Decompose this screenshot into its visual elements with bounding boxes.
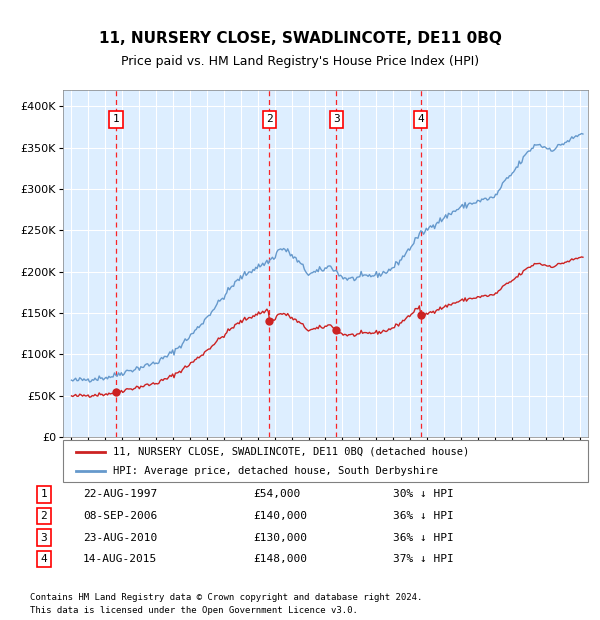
Text: 11, NURSERY CLOSE, SWADLINCOTE, DE11 0BQ (detached house): 11, NURSERY CLOSE, SWADLINCOTE, DE11 0BQ… (113, 446, 469, 456)
Text: 1: 1 (113, 115, 119, 125)
Text: £148,000: £148,000 (253, 554, 307, 564)
Text: 36% ↓ HPI: 36% ↓ HPI (392, 511, 454, 521)
Text: 3: 3 (333, 115, 340, 125)
Text: 3: 3 (41, 533, 47, 542)
Text: Price paid vs. HM Land Registry's House Price Index (HPI): Price paid vs. HM Land Registry's House … (121, 56, 479, 68)
FancyBboxPatch shape (63, 440, 588, 482)
Text: This data is licensed under the Open Government Licence v3.0.: This data is licensed under the Open Gov… (30, 606, 358, 614)
Text: 37% ↓ HPI: 37% ↓ HPI (392, 554, 454, 564)
Text: £140,000: £140,000 (253, 511, 307, 521)
Text: 11, NURSERY CLOSE, SWADLINCOTE, DE11 0BQ: 11, NURSERY CLOSE, SWADLINCOTE, DE11 0BQ (98, 31, 502, 46)
Text: 2: 2 (266, 115, 273, 125)
Text: £54,000: £54,000 (253, 489, 301, 499)
Text: Contains HM Land Registry data © Crown copyright and database right 2024.: Contains HM Land Registry data © Crown c… (30, 593, 422, 602)
Text: 1: 1 (41, 489, 47, 499)
Text: 23-AUG-2010: 23-AUG-2010 (83, 533, 157, 542)
Text: 14-AUG-2015: 14-AUG-2015 (83, 554, 157, 564)
Text: 2: 2 (41, 511, 47, 521)
Text: 30% ↓ HPI: 30% ↓ HPI (392, 489, 454, 499)
Text: 22-AUG-1997: 22-AUG-1997 (83, 489, 157, 499)
Text: 4: 4 (41, 554, 47, 564)
Text: £130,000: £130,000 (253, 533, 307, 542)
Text: 08-SEP-2006: 08-SEP-2006 (83, 511, 157, 521)
Text: 36% ↓ HPI: 36% ↓ HPI (392, 533, 454, 542)
Text: HPI: Average price, detached house, South Derbyshire: HPI: Average price, detached house, Sout… (113, 466, 438, 476)
Text: 4: 4 (418, 115, 424, 125)
